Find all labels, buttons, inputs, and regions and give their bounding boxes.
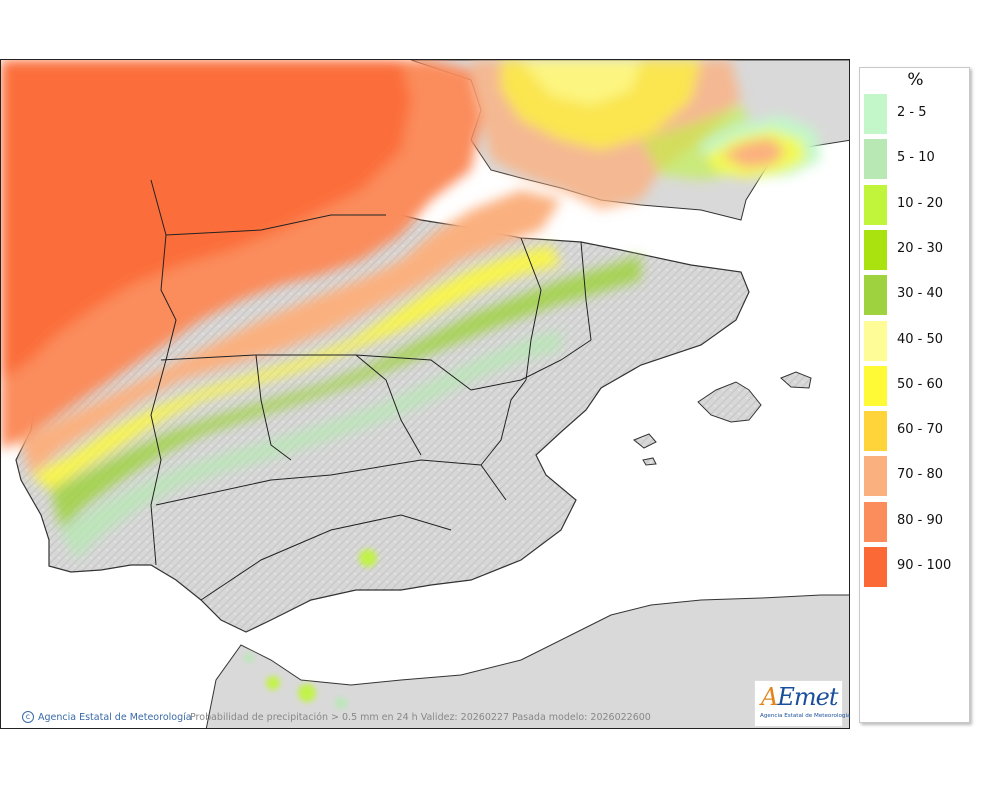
legend-swatch xyxy=(864,184,887,225)
copyright-icon: c xyxy=(22,711,34,723)
aemet-logo-subtitle: Agencia Estatal de Meteorología xyxy=(760,713,851,719)
precipitation-overlay xyxy=(1,60,821,709)
legend-swatch xyxy=(864,456,887,497)
map-canvas xyxy=(1,60,849,728)
aemet-logo-wordmark: AEmet xyxy=(761,683,838,711)
legend-label: 50 - 60 xyxy=(897,376,944,392)
region-borders xyxy=(150,179,592,601)
footer-caption: Probabilidad de precipitación > 0.5 mm e… xyxy=(190,712,651,723)
legend-swatch xyxy=(864,94,887,134)
aemet-logo: AEmet Agencia Estatal de Meteorología xyxy=(754,680,850,727)
legend-label: 2 - 5 xyxy=(897,105,927,120)
legend-panel: % 2 - 5 5 - 10 10 - 20 20 - 30 30 - 40 40 - 5… xyxy=(859,67,970,723)
legend-label: 20 - 30 xyxy=(897,240,944,256)
legend-swatch xyxy=(864,320,887,361)
legend-label: 30 - 40 xyxy=(897,286,944,302)
legend-swatch xyxy=(864,547,887,587)
legend-swatch xyxy=(864,501,887,542)
legend-label: 5 - 10 xyxy=(897,150,935,166)
legend-swatch xyxy=(864,411,887,452)
footer-credit-text: Agencia Estatal de Meteorología xyxy=(38,711,192,723)
legend-swatch xyxy=(864,275,887,316)
footer-credit: c Agencia Estatal de Meteorología xyxy=(22,711,192,723)
legend-label: 40 - 50 xyxy=(897,331,944,347)
legend-label: 60 - 70 xyxy=(897,422,944,438)
legend-title: % xyxy=(907,70,924,90)
land-north-africa xyxy=(205,594,849,728)
legend-label: 90 - 100 xyxy=(897,558,952,573)
precipitation-probability-map xyxy=(0,59,850,729)
legend-label: 80 - 90 xyxy=(897,512,944,528)
legend-swatch xyxy=(864,229,887,270)
balearic-islands xyxy=(633,371,812,466)
legend-swatch xyxy=(864,365,887,406)
legend-swatch xyxy=(864,139,887,180)
legend-label: 10 - 20 xyxy=(897,195,944,211)
legend-label: 70 - 80 xyxy=(897,467,944,483)
